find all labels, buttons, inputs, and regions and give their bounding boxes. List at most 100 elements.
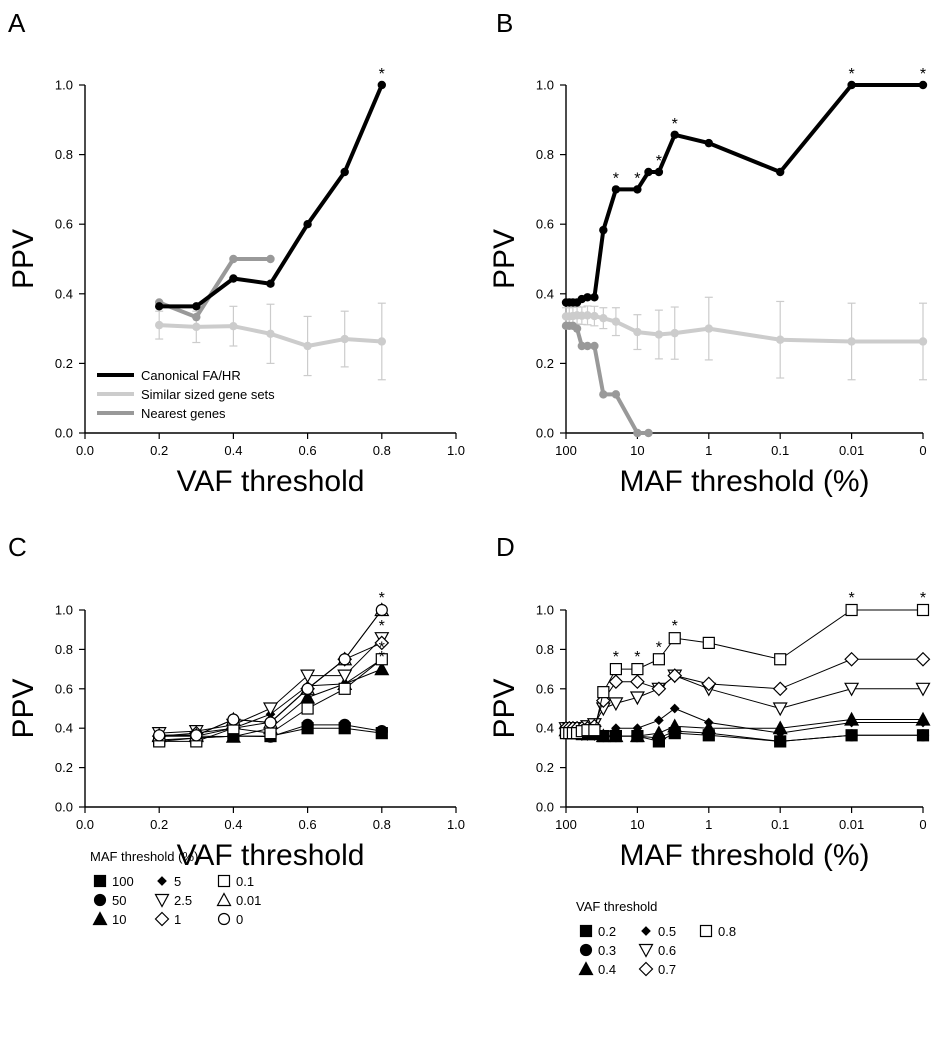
legend-marker (638, 943, 654, 958)
data-point (153, 729, 166, 742)
data-point (229, 274, 238, 283)
data-point (262, 702, 279, 717)
series-0.1 (153, 653, 388, 748)
significance-star: * (379, 649, 385, 666)
significance-star: * (379, 590, 385, 607)
y-tick-label: 0.2 (536, 760, 554, 775)
y-tick-label: 0.6 (536, 681, 554, 696)
significance-star: * (613, 170, 619, 187)
data-point (608, 674, 624, 690)
significance-star: * (634, 170, 640, 187)
data-point (611, 390, 621, 399)
series-nearest-genes (561, 321, 653, 438)
data-point (701, 720, 717, 735)
legend: MAF threshold (%) 100 50 10 5 2.5 1 0.1 0.01 0 (90, 849, 261, 927)
data-point (633, 327, 642, 337)
series-similar-sized-gene-sets (155, 302, 386, 381)
x-tick-label: 0 (919, 817, 926, 832)
data-point (701, 676, 717, 692)
data-point (844, 651, 859, 667)
legend-label: Canonical FA/HR (141, 368, 241, 383)
series-0.8 (559, 603, 930, 740)
data-point (630, 674, 645, 690)
panel-D: D 0.0 0.2 0.4 0.6 0.8 1.0 100 10 1 0.1 0.01 0 MAF thr… (488, 532, 931, 977)
legend: Canonical FA/HR Similar sized gene sets Ne… (97, 368, 275, 421)
significance-star: * (379, 618, 385, 635)
data-point (608, 697, 624, 712)
data-point (703, 717, 714, 728)
data-point (583, 311, 592, 320)
data-point (338, 653, 351, 666)
series-line (566, 313, 923, 344)
significance-star: * (848, 590, 854, 607)
x-tick-label: 0.8 (373, 817, 391, 832)
legend-label: 50 (112, 893, 126, 908)
data-point (776, 335, 785, 344)
data-point (590, 341, 599, 351)
data-point (847, 80, 856, 90)
legend-marker (154, 911, 170, 927)
data-point (598, 729, 609, 739)
data-point (670, 130, 679, 139)
data-point (611, 317, 621, 326)
y-tick-label: 0.2 (536, 356, 554, 371)
significance-star: * (920, 590, 926, 607)
legend-title: VAF threshold (576, 899, 657, 914)
x-tick-label: 100 (555, 443, 577, 458)
data-point (599, 313, 608, 323)
data-point (654, 330, 664, 339)
x-axis-title: VAF threshold (177, 839, 365, 872)
y-tick-label: 1.0 (55, 78, 73, 93)
y-tick-label: 0.8 (55, 147, 73, 162)
significance-star: * (379, 66, 385, 83)
legend-label: 1 (174, 912, 181, 927)
series-nearest-genes (155, 254, 275, 322)
data-point (229, 254, 238, 264)
data-point (633, 428, 642, 438)
x-tick-label: 10 (630, 443, 644, 458)
legend-label: 100 (112, 874, 134, 889)
legend-marker (579, 924, 593, 938)
legend-label: 0.01 (236, 893, 261, 908)
y-tick-label: 0.4 (536, 721, 554, 736)
data-point (644, 167, 653, 177)
legend-marker (217, 874, 231, 888)
data-point (846, 717, 857, 728)
significance-star: * (672, 116, 678, 133)
data-point (374, 635, 390, 651)
data-point (301, 682, 314, 695)
x-tick-label: 0 (919, 443, 926, 458)
x-tick-label: 1 (705, 443, 712, 458)
legend-label: 0.5 (658, 924, 676, 939)
data-point (338, 682, 351, 695)
legend-marker (93, 893, 107, 907)
data-point (629, 728, 645, 743)
legend-marker (638, 961, 654, 977)
legend-marker (578, 961, 594, 976)
legend-label: 0.4 (598, 962, 616, 977)
data-point (774, 653, 787, 666)
legend: VAF threshold 0.2 0.3 0.4 0.5 0.6 0.7 0.8 (576, 899, 736, 977)
data-point (611, 723, 621, 734)
significance-star: * (672, 618, 678, 635)
significance-star: * (656, 639, 662, 656)
data-point (375, 653, 388, 666)
x-tick-label: 100 (555, 817, 577, 832)
data-point (651, 681, 667, 697)
data-point (227, 713, 240, 726)
data-point (599, 390, 608, 399)
data-point (264, 716, 277, 729)
data-point (264, 727, 277, 740)
legend-label: 0.7 (658, 962, 676, 977)
data-point (631, 662, 644, 676)
y-tick-label: 1.0 (55, 603, 73, 618)
y-tick-label: 0.8 (536, 642, 554, 657)
data-point (667, 668, 683, 683)
data-point (300, 669, 316, 684)
data-point (651, 725, 667, 740)
data-point (629, 691, 645, 706)
data-point (155, 320, 164, 330)
data-point (229, 321, 238, 331)
legend-marker (154, 893, 170, 908)
